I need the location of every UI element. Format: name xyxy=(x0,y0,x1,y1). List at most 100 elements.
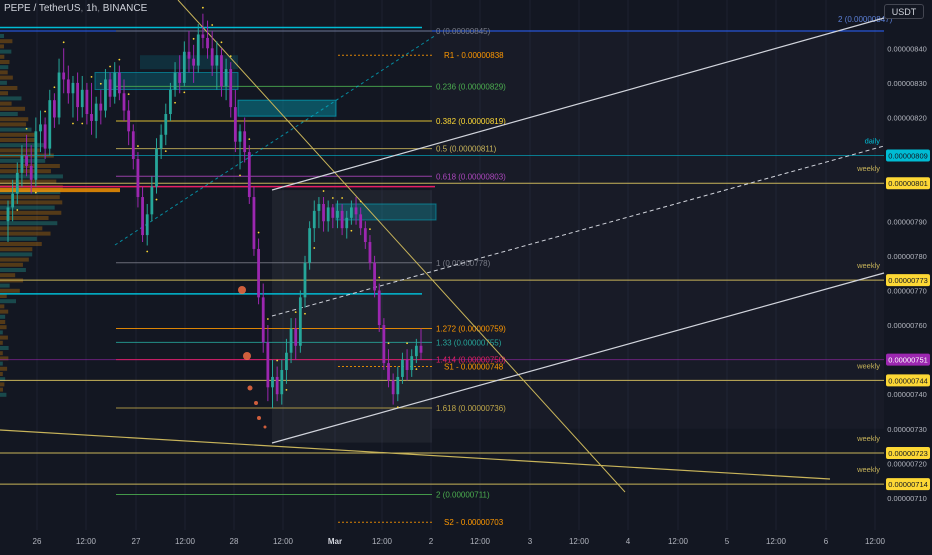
candle-body xyxy=(57,72,61,118)
sar-dot xyxy=(137,145,139,147)
candle xyxy=(104,69,107,118)
sar-dot xyxy=(359,200,362,203)
sar-dot xyxy=(331,197,334,199)
volume-profile-bar xyxy=(0,96,22,101)
volume-profile-bar xyxy=(0,195,60,200)
price-axis-badge xyxy=(886,374,930,387)
candle-body xyxy=(145,214,149,236)
sar-dot xyxy=(174,101,176,104)
candle-body xyxy=(80,89,84,108)
candle xyxy=(368,235,372,270)
y-tick-label: 0.00000710 xyxy=(887,494,927,503)
axis-tag: weekly xyxy=(856,361,880,370)
candle-body xyxy=(104,79,107,111)
candle-body xyxy=(201,34,205,38)
volume-profile-bar xyxy=(0,361,3,366)
volume-profile-bar xyxy=(0,382,5,387)
candle-body xyxy=(20,155,24,173)
candle xyxy=(131,124,135,170)
candle-body xyxy=(131,131,135,159)
volume-profile-bar xyxy=(0,127,32,132)
volume-profile-bar xyxy=(0,346,9,350)
volume-profile-bar xyxy=(0,80,7,85)
candle-body xyxy=(373,262,376,291)
price-axis-badge xyxy=(886,149,930,162)
candle-body xyxy=(410,356,414,371)
candle xyxy=(312,200,316,243)
axis-tag: weekly xyxy=(856,261,880,270)
candle xyxy=(117,65,121,101)
liquidation-marker xyxy=(243,352,251,360)
candle xyxy=(271,359,274,409)
candle-body xyxy=(257,248,260,298)
currency-button[interactable]: USDT xyxy=(884,4,924,19)
volume-profile-bar xyxy=(0,236,37,241)
channel-lower xyxy=(271,272,885,444)
candle-body xyxy=(243,131,247,153)
candle-body xyxy=(303,262,307,298)
x-tick-label: 12:00 xyxy=(273,537,294,546)
candle-body xyxy=(280,370,284,395)
candle xyxy=(363,221,367,249)
candle xyxy=(192,44,196,83)
candle xyxy=(164,103,168,146)
candle xyxy=(322,197,325,232)
fib-level-label: 0 (0.00000845) xyxy=(436,27,491,36)
candle xyxy=(303,255,307,308)
volume-profile-bar xyxy=(0,148,40,153)
candle xyxy=(136,152,140,208)
fib-level-label: 1.414 (0.00000750) xyxy=(436,356,506,365)
symbol-header[interactable]: PEPE / TetherUS, 1h, BINANCE xyxy=(4,3,148,14)
axis-tag: weekly xyxy=(856,164,880,173)
sar-dot xyxy=(72,122,74,125)
candle-body xyxy=(322,203,325,222)
candle xyxy=(71,75,75,118)
cyan-dashed-trendline xyxy=(114,34,437,246)
x-tick-label: 27 xyxy=(132,537,141,546)
sar-dot xyxy=(248,138,251,141)
x-tick-label: 12:00 xyxy=(372,537,393,546)
symbol-pair: PEPE / TetherUS xyxy=(4,3,81,14)
candle-body xyxy=(155,148,158,187)
price-axis-badge-label: 0.00000773 xyxy=(888,276,928,285)
candle xyxy=(66,65,70,104)
candle xyxy=(159,124,163,159)
x-tick-label: 12:00 xyxy=(569,537,590,546)
x-tick-label: 6 xyxy=(824,537,829,546)
candle-body xyxy=(229,69,233,108)
channel-upper xyxy=(271,17,885,191)
candle xyxy=(94,96,98,139)
candle-body xyxy=(252,197,256,249)
volume-profile-bar xyxy=(0,257,29,262)
candle xyxy=(99,89,103,125)
x-tick-label: Mar xyxy=(328,537,342,546)
liquidation-marker xyxy=(247,385,253,391)
candle xyxy=(210,31,214,76)
candle xyxy=(6,200,10,243)
sar-dot xyxy=(285,388,288,391)
candle-body xyxy=(71,82,75,94)
candle-body xyxy=(391,380,395,395)
sar-dot xyxy=(257,231,260,234)
sar-dot xyxy=(294,311,297,314)
volume-profile-poc xyxy=(0,188,120,193)
volume-profile-bar xyxy=(0,387,4,392)
liquidation-marker xyxy=(254,401,258,405)
candle-body xyxy=(247,152,251,198)
candle xyxy=(261,283,265,353)
candle xyxy=(377,283,381,332)
volume-profile-bar xyxy=(0,112,18,116)
candle xyxy=(201,13,205,49)
candle-body xyxy=(224,69,228,87)
price-axis-badge-label: 0.00000801 xyxy=(888,179,928,188)
candle-body xyxy=(53,100,56,118)
candle-body xyxy=(164,114,168,135)
fib-level-label: 2 (0.00000711) xyxy=(436,491,490,500)
volume-profile-bar xyxy=(0,356,9,361)
price-axis-badge-label: 0.00000723 xyxy=(888,449,928,458)
candle-body xyxy=(326,207,330,222)
sar-dot xyxy=(155,198,158,201)
